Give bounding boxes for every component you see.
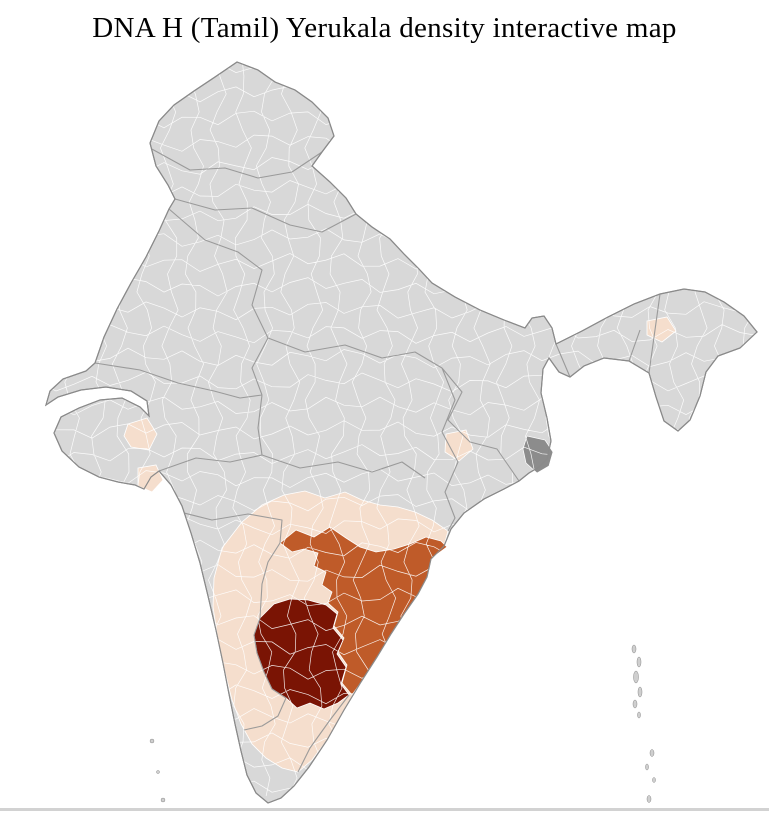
- island[interactable]: [637, 686, 643, 698]
- island[interactable]: [652, 777, 656, 783]
- island[interactable]: [160, 797, 166, 803]
- island[interactable]: [632, 699, 638, 709]
- island[interactable]: [649, 749, 655, 757]
- state-borders: [94, 147, 661, 773]
- island[interactable]: [645, 763, 649, 771]
- shaded-gray-region[interactable]: [522, 435, 554, 474]
- island[interactable]: [149, 738, 155, 744]
- page-title: DNA H (Tamil) Yerukala density interacti…: [92, 12, 677, 44]
- island[interactable]: [646, 795, 652, 803]
- island[interactable]: [631, 644, 637, 654]
- island[interactable]: [637, 711, 641, 719]
- country-outline: [44, 61, 758, 804]
- islands-group[interactable]: [149, 644, 656, 803]
- island[interactable]: [156, 770, 160, 774]
- footer-divider: [0, 808, 769, 811]
- island[interactable]: [636, 656, 642, 668]
- island[interactable]: [633, 670, 639, 684]
